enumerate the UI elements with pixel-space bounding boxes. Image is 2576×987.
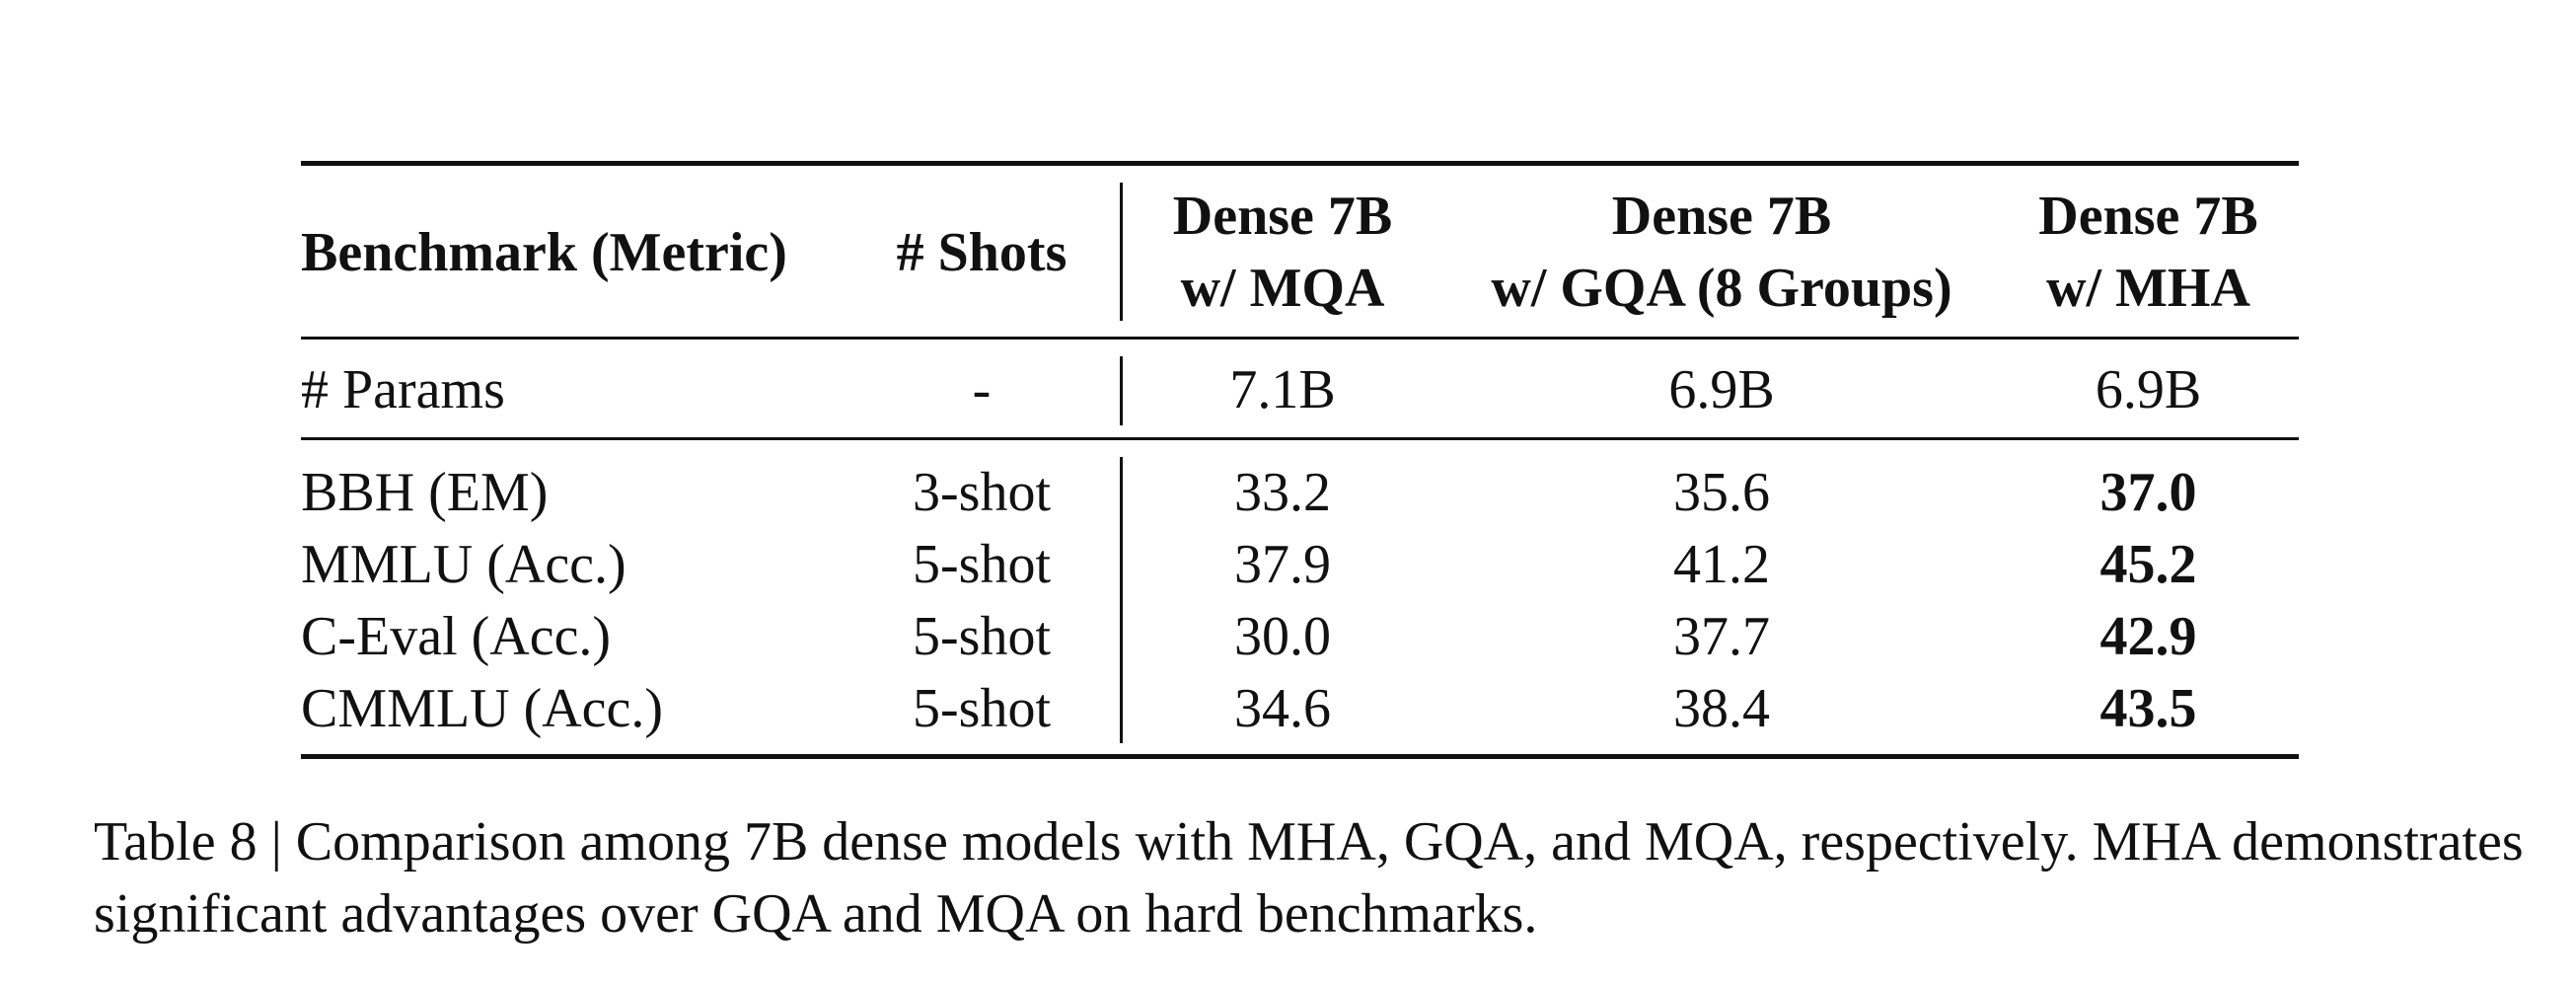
params-mqa: 7.1B [1229,359,1336,420]
params-label: # Params [301,359,505,420]
params-mha: 6.9B [2095,359,2202,420]
column-divider [1120,356,1123,425]
column-divider [1120,183,1123,321]
table-row-shots: 5-shot [913,534,1051,595]
header-shots: # Shots [896,222,1067,283]
table-row-benchmark: C-Eval (Acc.) [301,606,612,667]
header-mqa: Dense 7B w/ MQA [1125,181,1440,325]
table-row-mha: 43.5 [2099,678,2197,739]
table-row-mqa: 37.9 [1234,534,1331,595]
header-mqa-line1: Dense 7B [1172,186,1393,247]
table-row-mha: 37.0 [2099,462,2197,523]
table-row-mqa: 30.0 [1234,606,1331,667]
table-row-gqa: 41.2 [1673,534,1770,595]
table-row-benchmark: CMMLU (Acc.) [301,678,664,739]
header-mha-line2: w/ MHA [2046,258,2250,319]
table-row-shots: 3-shot [913,462,1051,523]
table-row-benchmark: MMLU (Acc.) [301,534,626,595]
column-divider [1120,457,1123,743]
header-gqa-line2: w/ GQA (8 Groups) [1491,258,1952,319]
table-bottom-rule [301,754,2299,759]
header-mqa-line2: w/ MQA [1180,258,1385,319]
table-row-gqa: 38.4 [1673,678,1770,739]
header-gqa-line1: Dense 7B [1611,186,1832,247]
header-mha-line1: Dense 7B [2038,186,2258,247]
table-row-mqa: 34.6 [1234,678,1331,739]
table-row-shots: 5-shot [913,606,1051,667]
table-row-gqa: 37.7 [1673,606,1770,667]
params-gqa: 6.9B [1668,359,1775,420]
params-shots: - [972,359,992,420]
table-top-rule [301,161,2299,166]
table-row-benchmark: BBH (EM) [301,462,549,523]
table-row-mha: 42.9 [2099,606,2197,667]
table-row-shots: 5-shot [913,678,1051,739]
table-row-gqa: 35.6 [1673,462,1770,523]
table-caption: Table 8 | Comparison among 7B dense mode… [94,811,2524,945]
header-bottom-rule [301,337,2299,340]
header-benchmark: Benchmark (Metric) [301,222,787,283]
params-bottom-rule [301,437,2299,440]
table-row-mha: 45.2 [2099,534,2197,595]
header-mha: Dense 7B w/ MHA [1998,181,2299,325]
header-gqa: Dense 7B w/ GQA (8 Groups) [1445,181,1998,325]
table-row-mqa: 33.2 [1234,462,1331,523]
